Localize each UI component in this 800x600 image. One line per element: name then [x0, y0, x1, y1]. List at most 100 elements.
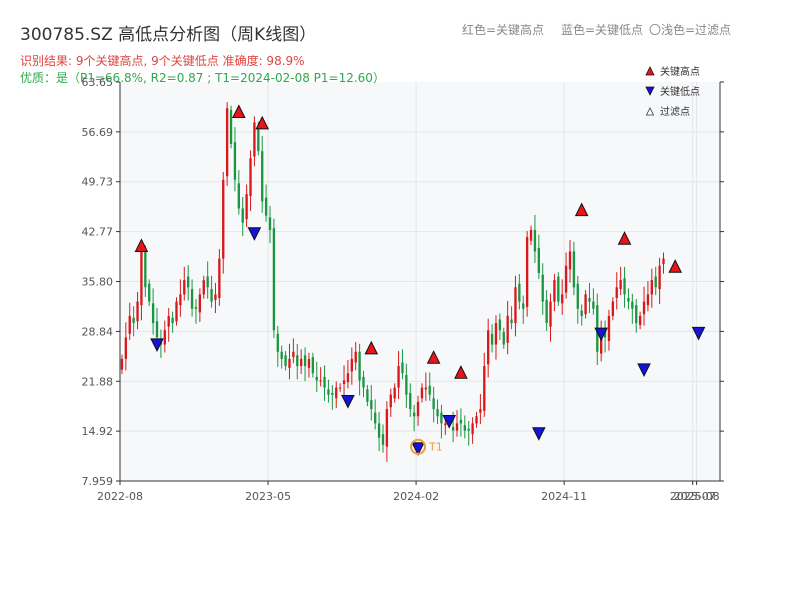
candle-body — [401, 362, 404, 374]
y-tick-label: 35.80 — [82, 276, 114, 289]
candle-body — [237, 183, 240, 209]
y-tick-label: 14.92 — [82, 425, 114, 438]
candle-body — [568, 251, 572, 270]
candle-body — [518, 283, 521, 302]
candle-body — [611, 301, 615, 316]
candle-body — [218, 258, 221, 299]
candle-body — [214, 294, 217, 300]
key-high-marker — [454, 365, 468, 379]
candle-body — [475, 416, 478, 424]
t1-label: T1 — [428, 441, 443, 454]
key-low-marker — [532, 427, 546, 441]
candle-body — [241, 208, 244, 223]
legend-high-label: 关键高点 — [660, 65, 700, 78]
candle-body — [576, 283, 579, 309]
x-tick-label: 2024-11 — [541, 490, 587, 503]
candle-body — [331, 392, 334, 395]
candle-body — [225, 108, 229, 177]
x-tick-label: 2023-05 — [245, 490, 291, 503]
candle-body — [151, 303, 155, 324]
candle-body — [627, 298, 630, 302]
header-legend-red: 红色=关键高点 — [462, 23, 545, 37]
candle-body — [132, 317, 135, 324]
candle-body — [296, 355, 299, 367]
candle-body — [619, 280, 622, 290]
x-tick-label: 2025-07 — [670, 490, 716, 503]
candle-body — [292, 351, 295, 358]
recognition-result: 识别结果: 9个关键高点, 9个关键低点 准确度: 98.9% — [20, 54, 305, 68]
legend-low-label: 关键低点 — [660, 85, 700, 98]
candle-body — [658, 265, 661, 290]
candle-body — [588, 298, 591, 302]
candle-body — [389, 394, 392, 408]
key-low-marker — [150, 338, 164, 352]
candle-body — [288, 358, 291, 368]
candle-body — [303, 355, 307, 367]
candle-body — [522, 303, 525, 309]
quality-summary: 优质：是（P1=66.8%, R2=0.87 ; T1=2024-02-08 P… — [20, 71, 385, 85]
candle-body — [163, 330, 166, 345]
candle-body — [615, 287, 618, 299]
candle-body — [572, 251, 576, 288]
candle-body — [564, 265, 568, 293]
candle-body — [498, 319, 502, 331]
candle-body — [206, 276, 209, 288]
candle-body — [300, 358, 303, 367]
candle-body — [592, 301, 595, 309]
y-tick-label: 21.88 — [82, 375, 114, 388]
key-low-marker — [691, 326, 706, 341]
candle-body — [338, 387, 342, 389]
legend-high-icon — [645, 66, 655, 76]
y-tick-label: 7.959 — [82, 475, 114, 488]
candle-body — [432, 398, 435, 410]
y-tick-label: 56.69 — [82, 126, 114, 139]
candle-body — [397, 366, 400, 388]
header-legend-blue: 蓝色=关键低点 — [561, 23, 644, 37]
candle-body — [412, 412, 416, 417]
candle-body — [525, 237, 529, 307]
legend-filtered-label: 过滤点 — [660, 105, 690, 118]
candle-body — [179, 294, 182, 306]
candle-body — [600, 330, 603, 354]
candle-body — [623, 278, 626, 295]
candle-body — [249, 158, 252, 196]
candle-body — [455, 423, 459, 431]
candle-body — [580, 310, 583, 316]
candle-body — [144, 251, 147, 288]
candle-body — [264, 197, 268, 216]
candle-body — [635, 305, 638, 324]
candle-body — [148, 283, 151, 302]
key-low-marker — [411, 442, 425, 456]
candle-body — [483, 366, 486, 411]
key-high-marker — [668, 259, 683, 273]
candle-body — [385, 409, 389, 447]
candle-body — [631, 301, 634, 309]
key-high-marker — [574, 202, 589, 217]
candle-body — [428, 385, 431, 395]
candle-body — [393, 387, 396, 399]
candle-body — [229, 109, 233, 144]
candle-body — [261, 151, 264, 202]
candle-body — [557, 276, 560, 302]
candle-body — [444, 423, 447, 426]
candle-body — [405, 375, 408, 395]
candle-body — [190, 289, 194, 309]
legend-filtered-icon — [645, 107, 655, 116]
candle-body — [494, 323, 498, 345]
y-tick-label: 42.77 — [82, 226, 114, 239]
candle-body — [436, 409, 439, 417]
candle-body — [662, 258, 665, 264]
candle-body — [136, 301, 139, 322]
candle-body — [128, 315, 131, 334]
y-tick-label: 49.73 — [82, 176, 114, 189]
key-low-marker — [341, 394, 355, 409]
key-high-marker — [617, 231, 632, 245]
candle-body — [307, 358, 311, 368]
candle-body — [420, 387, 424, 399]
candle-body — [183, 280, 186, 295]
candle-body — [210, 289, 213, 302]
candle-body — [514, 287, 517, 324]
candle-body — [323, 376, 326, 388]
candle-body — [646, 294, 650, 306]
